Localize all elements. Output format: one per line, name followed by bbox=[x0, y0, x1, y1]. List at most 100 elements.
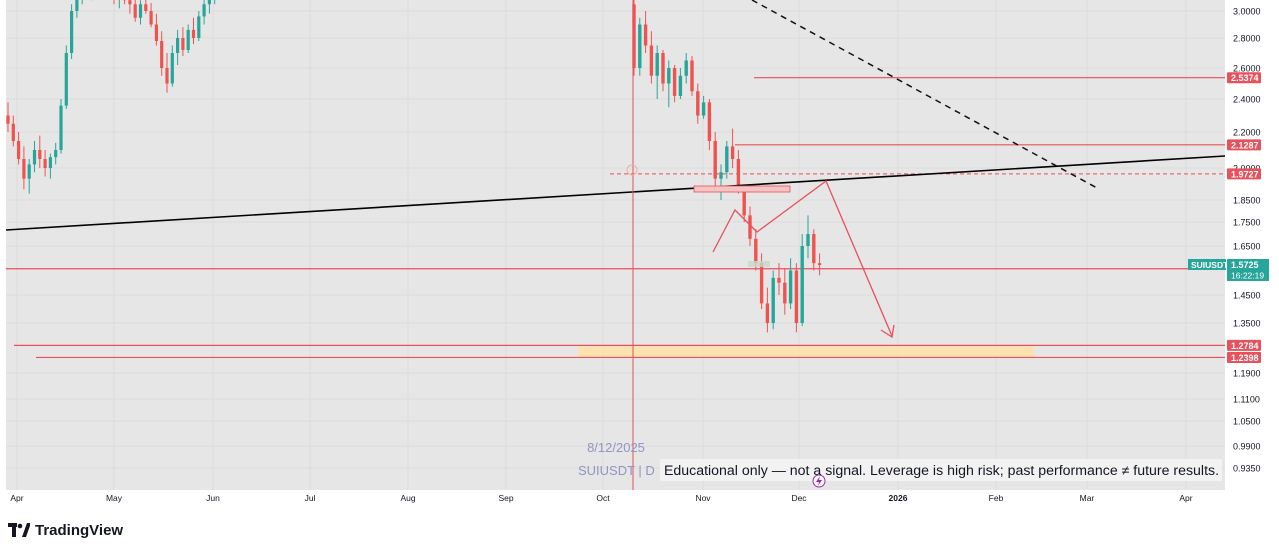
price-label-badge bbox=[1227, 139, 1261, 151]
candle-body bbox=[48, 157, 52, 168]
candle-body bbox=[678, 75, 683, 96]
candle-body bbox=[191, 29, 196, 38]
lightning-icon-glyph bbox=[816, 476, 822, 486]
time-tick-label: Oct bbox=[596, 493, 610, 503]
symbol-badge bbox=[1188, 258, 1226, 270]
tradingview-logo[interactable]: TradingView bbox=[8, 519, 123, 541]
candle-body bbox=[777, 277, 781, 283]
price-tick-label: 0.9900 bbox=[1233, 442, 1261, 452]
candle-body bbox=[771, 277, 775, 323]
candle-body bbox=[736, 159, 741, 190]
candle-body bbox=[27, 164, 31, 179]
time-tick-label: Apr bbox=[10, 493, 23, 503]
candle-body bbox=[783, 282, 787, 304]
crosshair-marker bbox=[626, 164, 638, 176]
legend-symbol: SUIUSDT | D bbox=[578, 463, 655, 478]
price-tick-label: 1.3500 bbox=[1233, 319, 1261, 329]
support-zone bbox=[578, 346, 1034, 358]
candle-body bbox=[181, 38, 185, 50]
candle-body bbox=[133, 4, 137, 18]
crosshair bbox=[626, 0, 638, 490]
time-tick-label: Dec bbox=[791, 493, 807, 503]
price-label-badge bbox=[1227, 72, 1261, 84]
time-tick-label: Apr bbox=[1179, 493, 1192, 503]
candle-body bbox=[11, 123, 15, 141]
candle-body bbox=[707, 102, 712, 141]
horizontal-levels bbox=[6, 77, 1225, 359]
candle-body bbox=[149, 11, 153, 25]
price-tick-label: 1.8500 bbox=[1233, 196, 1261, 206]
price-tick-label: 1.7500 bbox=[1233, 218, 1261, 228]
candle-body bbox=[186, 29, 190, 50]
price-label-text: 2.5374 bbox=[1231, 73, 1259, 83]
candle-body bbox=[701, 102, 706, 116]
support-zone-rect bbox=[578, 346, 1034, 358]
time-tick-label: Nov bbox=[695, 493, 711, 503]
candle-body bbox=[812, 234, 816, 264]
candle-body bbox=[632, 4, 636, 68]
current-box bbox=[748, 261, 770, 267]
chart-overlay-text: 8/12/2025 SUIUSDT | D Educational only —… bbox=[578, 440, 1222, 488]
price-tick-label: 2.6000 bbox=[1233, 64, 1261, 74]
candle-body bbox=[725, 146, 729, 173]
candle-body bbox=[806, 234, 810, 246]
candle-body bbox=[144, 4, 148, 11]
candle-body bbox=[672, 68, 677, 96]
price-axis[interactable]: 3.00002.80002.60002.40002.20002.00001.85… bbox=[1188, 7, 1269, 474]
price-tick-label: 2.2000 bbox=[1233, 128, 1261, 138]
candle-body bbox=[667, 68, 671, 84]
candles bbox=[6, 0, 822, 333]
candle-body bbox=[754, 238, 758, 264]
price-chart[interactable]: 3.00002.80002.60002.40002.20002.00001.85… bbox=[0, 0, 1279, 510]
time-axis[interactable]: Apr May Jun Jul Aug Sep Oct Nov Dec 2026 Feb Mar Apr bbox=[10, 493, 1192, 503]
ascending-trendline bbox=[5, 155, 1226, 231]
candle-body bbox=[655, 53, 659, 76]
disclaimer-background bbox=[660, 459, 1222, 481]
projection-path bbox=[712, 179, 893, 337]
candle-body bbox=[788, 270, 793, 304]
candle-body bbox=[38, 150, 42, 159]
price-tick-label: 1.4500 bbox=[1233, 291, 1261, 301]
price-label-badge bbox=[1227, 168, 1261, 180]
drawings bbox=[5, 0, 1226, 339]
time-tick-label: Feb bbox=[989, 493, 1004, 503]
candle-body bbox=[713, 141, 717, 179]
chart-svg[interactable]: 3.00002.80002.60002.40002.20002.00001.85… bbox=[0, 0, 1279, 510]
candle-body bbox=[17, 141, 21, 159]
candle-body bbox=[160, 41, 164, 68]
price-label-text: 1.2784 bbox=[1231, 341, 1259, 351]
symbol-badge-text: SUIUSDT bbox=[1191, 260, 1229, 270]
price-tick-label: 1.0500 bbox=[1233, 417, 1261, 427]
price-label-text: 1.9727 bbox=[1231, 169, 1259, 179]
price-axis-background bbox=[1225, 0, 1279, 510]
resistance-box bbox=[693, 185, 791, 193]
price-tick-label: 1.1100 bbox=[1233, 395, 1260, 405]
candle-body bbox=[742, 189, 746, 216]
last-price-badge bbox=[1227, 258, 1269, 281]
candle-body bbox=[638, 24, 642, 68]
candle-body bbox=[75, 0, 79, 11]
price-tick-label: 1.6500 bbox=[1233, 242, 1261, 252]
candle-body bbox=[765, 303, 770, 323]
candle-body bbox=[684, 60, 688, 76]
time-tick-label: Sep bbox=[498, 493, 513, 503]
time-tick-label: 2026 bbox=[889, 493, 908, 503]
price-label-text: 2.1287 bbox=[1231, 140, 1259, 150]
candle-body bbox=[748, 215, 752, 239]
candle-body bbox=[154, 24, 158, 41]
countdown-text: 16:22:19 bbox=[1231, 270, 1264, 280]
candle-body bbox=[202, 4, 206, 17]
candle-body bbox=[70, 11, 74, 53]
candle-body bbox=[730, 146, 735, 159]
time-axis-background bbox=[0, 490, 1225, 510]
candle-body bbox=[690, 60, 694, 92]
candle-body bbox=[165, 68, 169, 84]
candle-body bbox=[128, 0, 132, 5]
projection-arrowhead bbox=[880, 324, 895, 339]
price-tick-label: 2.8000 bbox=[1233, 34, 1261, 44]
gridlines bbox=[6, 0, 1225, 490]
price-label-badge bbox=[1227, 351, 1261, 363]
candle-body bbox=[794, 270, 799, 323]
tradingview-logo-icon bbox=[8, 523, 30, 537]
candle-body bbox=[643, 24, 648, 46]
